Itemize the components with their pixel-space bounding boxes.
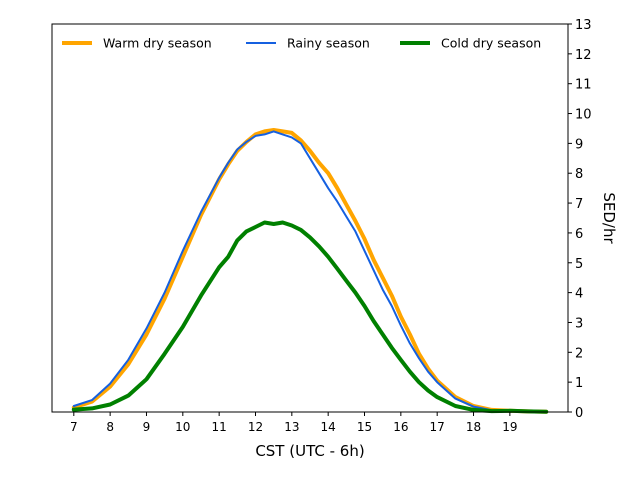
x-tick-label-8: 15 [357, 420, 372, 434]
y-axis-label: SED/hr [600, 192, 618, 244]
x-tick-label-1: 8 [106, 420, 114, 434]
y-tick-label-12: 12 [575, 48, 592, 63]
x-tick-label-4: 11 [212, 420, 227, 434]
x-tick-label-6: 13 [284, 420, 299, 434]
y-tick-label-13: 13 [575, 18, 592, 33]
y-tick-label-7: 7 [575, 197, 583, 212]
series-line-2 [71, 220, 549, 414]
y-tick-label-1: 1 [575, 376, 583, 391]
x-axis: 7 8 9 10 11 12 13 14 15 16 17 18 19 [70, 412, 517, 434]
y-tick-label-9: 9 [575, 137, 583, 152]
y-tick-label-0: 0 [575, 406, 583, 421]
legend-label-0: Warm dry season [103, 36, 212, 51]
x-tick-label-9: 16 [393, 420, 408, 434]
legend-label-2: Cold dry season [441, 36, 541, 51]
y-tick-label-6: 6 [575, 227, 583, 242]
y-tick-label-3: 3 [575, 316, 583, 331]
x-tick-label-3: 10 [175, 420, 190, 434]
x-axis-label: CST (UTC - 6h) [255, 442, 364, 460]
series-line-0 [71, 128, 549, 414]
series-layer [71, 128, 549, 414]
x-tick-label-0: 7 [70, 420, 78, 434]
x-tick-label-12: 19 [502, 420, 517, 434]
x-tick-label-11: 18 [466, 420, 481, 434]
plot-frame [51, 23, 569, 413]
series-line-1 [72, 130, 548, 413]
x-tick-label-7: 14 [321, 420, 336, 434]
legend-label-1: Rainy season [287, 36, 370, 51]
legend: Warm dry season Rainy season Cold dry seas… [62, 36, 541, 51]
y-tick-label-11: 11 [575, 78, 592, 93]
y-tick-label-10: 10 [575, 108, 592, 123]
y-tick-label-4: 4 [575, 287, 583, 302]
x-tick-label-10: 17 [430, 420, 445, 434]
x-tick-label-5: 12 [248, 420, 263, 434]
x-tick-label-2: 9 [143, 420, 151, 434]
y-tick-label-8: 8 [575, 167, 583, 182]
y-tick-label-2: 2 [575, 346, 583, 361]
y-tick-label-5: 5 [575, 257, 583, 272]
